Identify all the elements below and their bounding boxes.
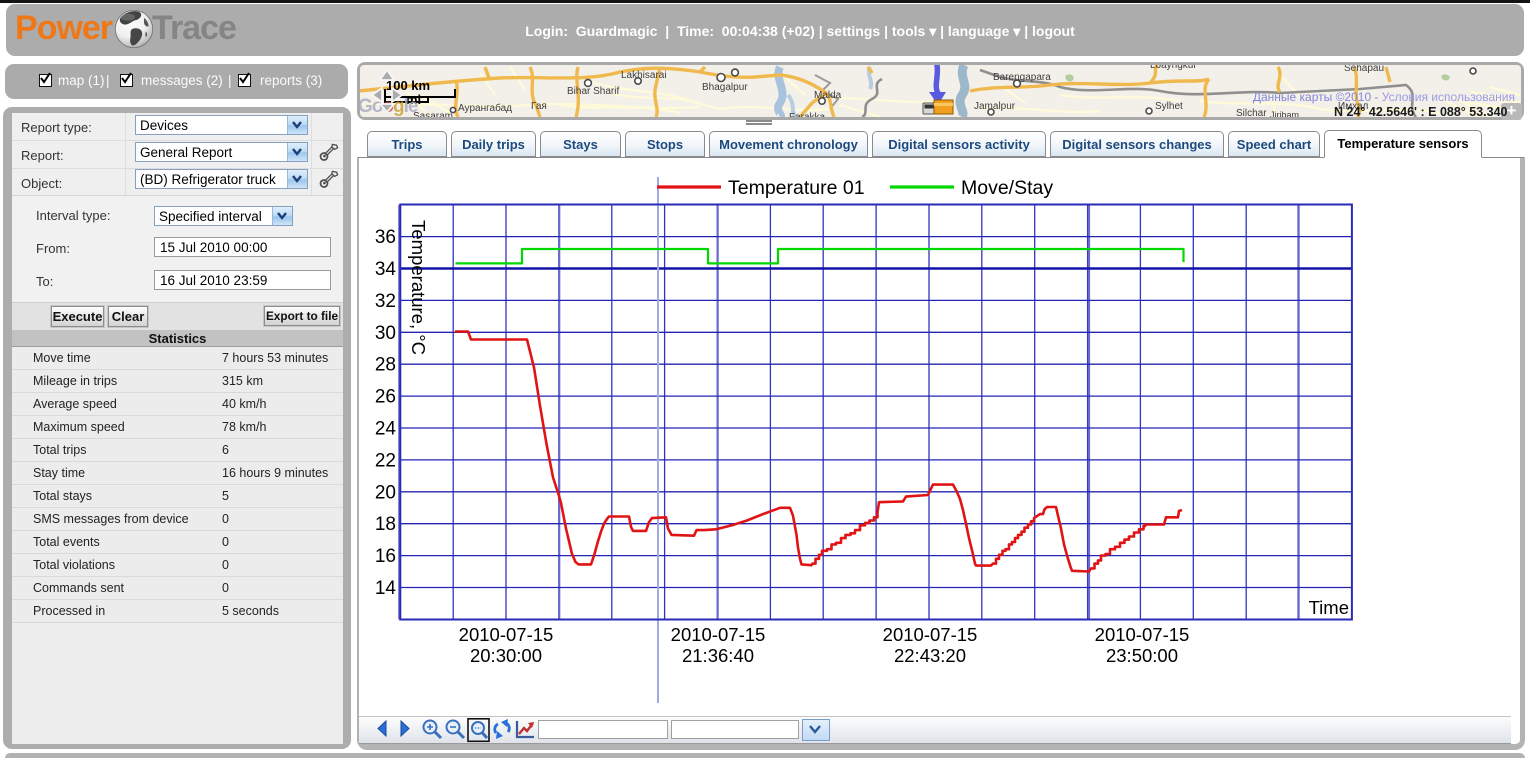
svg-text:22: 22 [375, 450, 396, 471]
svg-text:20: 20 [375, 482, 396, 503]
svg-text:18: 18 [375, 514, 396, 535]
svg-text:Move/Stay: Move/Stay [961, 177, 1053, 199]
svg-text:32: 32 [375, 291, 396, 312]
svg-text:Loayngkui: Loayngkui [1150, 65, 1196, 71]
svg-text:2010-07-15: 2010-07-15 [459, 624, 554, 645]
svg-text:16: 16 [375, 546, 396, 567]
svg-text:24: 24 [375, 419, 397, 440]
svg-text:Malda: Malda [814, 90, 842, 101]
svg-text:2010-07-15: 2010-07-15 [1095, 624, 1190, 645]
svg-text:2010-07-15: 2010-07-15 [883, 624, 978, 645]
svg-text:Sehapau: Sehapau [1344, 65, 1384, 74]
svg-text:14: 14 [375, 578, 397, 599]
svg-text:22:43:20: 22:43:20 [894, 645, 966, 666]
svg-text:20:30:00: 20:30:00 [470, 645, 542, 666]
svg-text:Lakhisarai: Lakhisarai [621, 70, 667, 81]
svg-text:Barengapara: Barengapara [993, 72, 1051, 83]
svg-text:Bhagalpur: Bhagalpur [702, 82, 748, 93]
svg-text:Silchar: Silchar [1236, 108, 1267, 117]
svg-text:Jirjbam: Jirjbam [1270, 110, 1299, 117]
svg-text:2010-07-15: 2010-07-15 [671, 624, 766, 645]
svg-text:36: 36 [375, 227, 396, 248]
svg-text:Temperature, °C: Temperature, °C [408, 220, 429, 355]
svg-text:23:50:00: 23:50:00 [1106, 645, 1178, 666]
svg-text:34: 34 [375, 259, 397, 280]
svg-text:Имхал: Имхал [1338, 101, 1369, 112]
svg-text:28: 28 [375, 355, 396, 376]
svg-text:30: 30 [375, 323, 396, 344]
svg-text:26: 26 [375, 387, 396, 408]
svg-text:21:36:40: 21:36:40 [682, 645, 754, 666]
svg-text:Аурангабад: Аурангабад [458, 102, 512, 114]
svg-text:Farakka: Farakka [789, 112, 826, 117]
svg-text:Time: Time [1309, 597, 1349, 618]
svg-text:Bihar Sharif: Bihar Sharif [567, 86, 619, 97]
svg-text:Sylhet: Sylhet [1155, 101, 1183, 112]
svg-text:Temperature 01: Temperature 01 [728, 177, 865, 199]
svg-text:Гая: Гая [531, 101, 547, 112]
svg-text:Sasaram: Sasaram [413, 111, 453, 117]
svg-text:Jamalpur: Jamalpur [974, 101, 1016, 112]
